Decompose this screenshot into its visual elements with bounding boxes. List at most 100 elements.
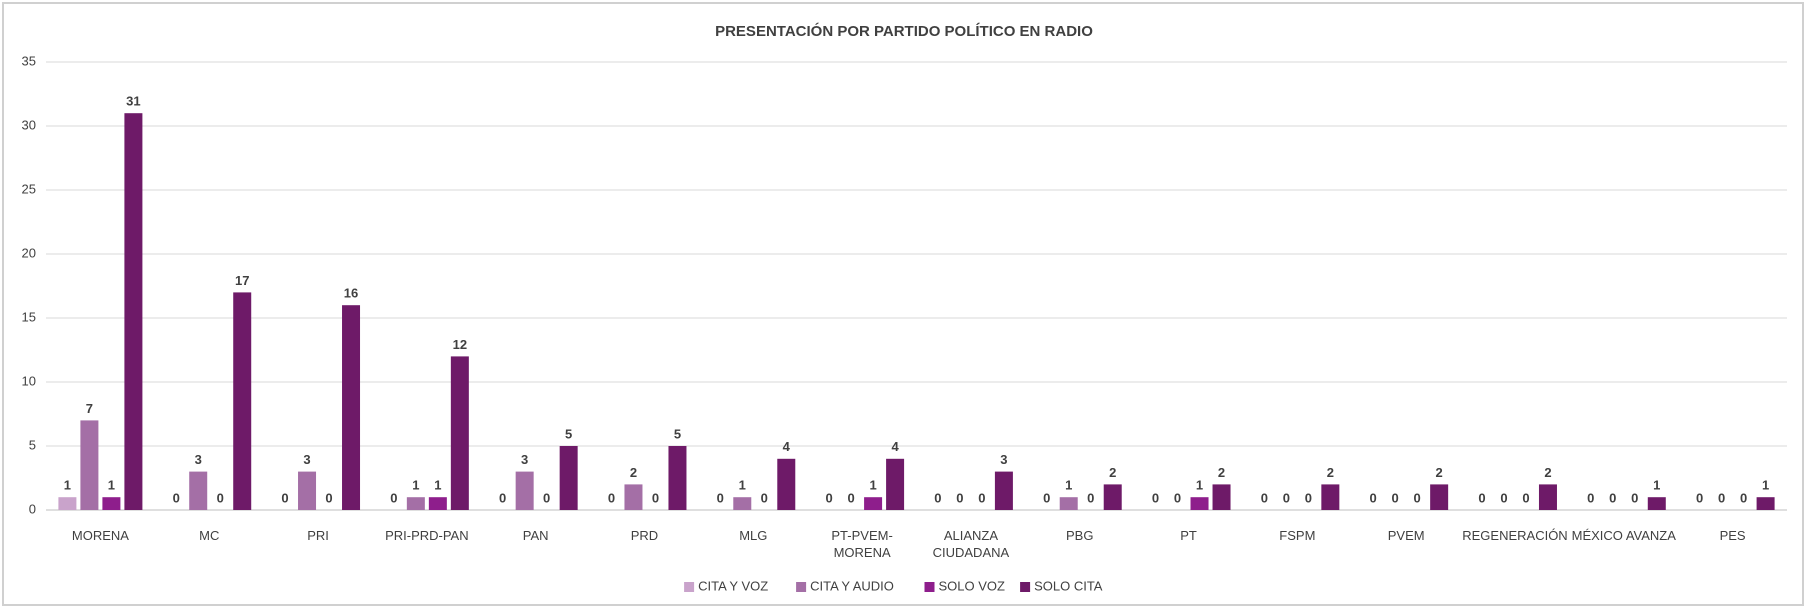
data-label: 0 [1587,490,1594,505]
legend-swatch [1020,582,1031,592]
bar [1190,497,1209,510]
bar [559,446,578,510]
bar [1059,497,1078,510]
legend-swatch [684,582,695,592]
data-label: 0 [1261,490,1268,505]
data-label: 0 [934,490,941,505]
x-tick-label: PRI-PRD-PAN [385,528,469,543]
legend-label: CITA Y AUDIO [810,578,894,593]
x-tick-label: PT [1180,528,1197,543]
bar [450,356,469,510]
data-label: 1 [64,478,71,493]
data-label: 2 [1109,465,1116,480]
data-label: 2 [1544,465,1551,480]
bar [733,497,752,510]
bar [58,497,77,510]
data-label: 2 [630,465,637,480]
x-tick-label: REGENERACIÓN [1462,528,1568,543]
data-label: 3 [1000,452,1007,467]
data-label: 0 [543,490,550,505]
bar [864,497,883,510]
x-tick-label: MC [199,528,220,543]
data-label: 1 [434,478,441,493]
data-label: 0 [173,490,180,505]
data-label: 1 [1762,478,1769,493]
bar [1103,484,1122,510]
data-label: 0 [217,490,224,505]
bar [342,305,361,510]
data-label: 4 [783,439,791,454]
data-label: 0 [1174,490,1181,505]
bar [102,497,121,510]
x-tick-label: PRI [307,528,329,543]
data-label: 0 [825,490,832,505]
data-label: 17 [235,273,249,288]
data-label: 0 [1414,490,1421,505]
bar [777,458,796,510]
bar [1430,484,1449,510]
data-label: 2 [1327,465,1334,480]
x-tick-label: PBG [1065,528,1094,543]
bar [624,484,643,510]
bar [189,471,208,510]
y-tick-label: 15 [22,309,36,324]
data-label: 0 [1283,490,1290,505]
data-label: 0 [1500,490,1507,505]
data-label: 0 [1087,490,1094,505]
data-label: 3 [521,452,528,467]
data-label: 0 [652,490,659,505]
data-label: 0 [390,490,397,505]
data-label: 0 [956,490,963,505]
data-label: 0 [499,490,506,505]
data-label: 0 [1370,490,1377,505]
data-label: 1 [1065,478,1072,493]
y-tick-label: 25 [22,181,36,196]
data-label: 0 [1609,490,1616,505]
bar [1321,484,1340,510]
legend-label: SOLO VOZ [939,578,1006,593]
bar [428,497,447,510]
data-label: 0 [281,490,288,505]
bar [886,458,905,510]
bar [233,292,252,510]
x-tick-label: PRD [630,528,659,543]
data-label: 0 [1631,490,1638,505]
x-tick-label: PVEM [1387,528,1425,543]
data-label: 4 [891,439,899,454]
data-label: 0 [1478,490,1485,505]
chart-title: PRESENTACIÓN POR PARTIDO POLÍTICO EN RAD… [715,22,1093,40]
bar [994,471,1013,510]
x-tick-label: MLG [739,528,768,543]
legend-label: CITA Y VOZ [698,578,768,593]
y-tick-label: 30 [22,117,36,132]
data-label: 0 [1152,490,1159,505]
y-tick-label: 20 [22,245,36,260]
legend-swatch [924,582,935,592]
data-label: 0 [608,490,615,505]
data-label: 0 [325,490,332,505]
data-label: 0 [1522,490,1529,505]
data-label: 31 [126,94,140,109]
data-label: 1 [739,478,746,493]
y-tick-label: 0 [29,501,36,516]
data-label: 0 [1392,490,1399,505]
legend-label: SOLO CITA [1034,578,1103,593]
data-label: 0 [847,490,854,505]
data-label: 0 [1043,490,1050,505]
data-label: 7 [86,401,93,416]
data-label: 0 [1696,490,1703,505]
data-label: 2 [1218,465,1225,480]
data-label: 0 [1718,490,1725,505]
y-tick-label: 35 [22,53,36,68]
x-tick-label: ALIANZA CIUDADANA [932,528,1010,560]
bar [298,471,317,510]
bar [1538,484,1557,510]
data-label: 1 [1196,478,1203,493]
data-label: 1 [869,478,876,493]
data-label: 1 [108,478,115,493]
x-tick-label: FSPM [1279,528,1316,543]
x-tick-label: PAN [522,528,549,543]
data-label: 12 [453,337,467,352]
